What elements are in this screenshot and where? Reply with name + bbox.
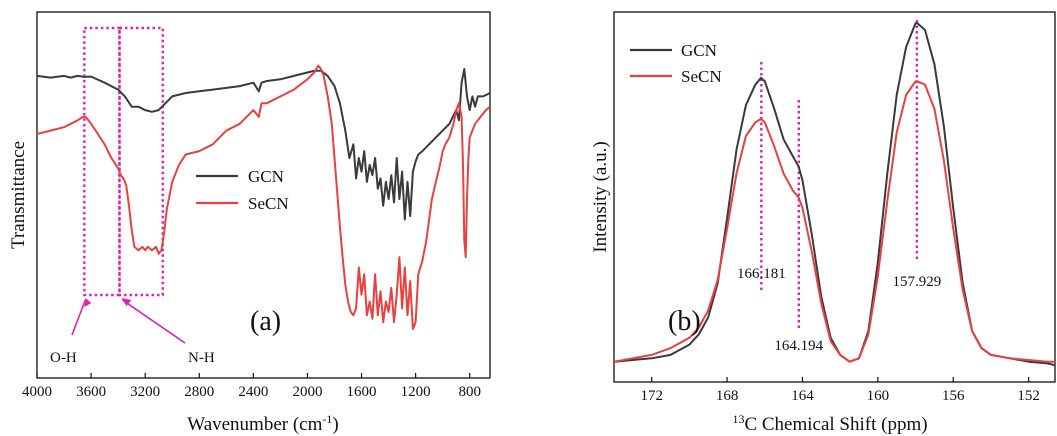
legend-label-gcn-a: GCN — [248, 167, 284, 186]
panel-a-label: (a) — [250, 306, 281, 337]
panel-b-x-tick-label: 156 — [942, 388, 965, 404]
panel-a-x-ticks: 4000 3600 3200 2800 2400 2000 1600 1200 800 — [22, 373, 481, 400]
peak-label: 157.929 — [893, 274, 942, 290]
nh-arrow-head — [121, 298, 132, 306]
legend-label-gcn-b: GCN — [681, 41, 717, 60]
panel-b-frame — [613, 11, 1056, 383]
panel-b-x-ticks: 172 168 164 160 156 152 — [640, 377, 1040, 404]
nh-annotation-label: N-H — [188, 350, 215, 366]
panel-b-peak-markers: 166.181 164.194 157.929 — [737, 20, 941, 354]
oh-annotation-label: O-H — [50, 350, 77, 366]
panel-a-x-tick-label: 1200 — [401, 384, 431, 400]
panel-a-x-axis-label: Wavenumber (cm-1) — [187, 412, 338, 435]
panel-b-x-tick-label: 172 — [640, 388, 663, 404]
panel-a-x-tick-label: 3600 — [76, 384, 106, 400]
panel-a: 4000 3600 3200 2800 2400 2000 1600 1200 800 O-H N… — [8, 11, 491, 435]
peak-label: 166.181 — [737, 266, 786, 282]
panel-a-x-tick-label: 3200 — [130, 384, 160, 400]
panel-a-x-tick-label: 1600 — [347, 384, 377, 400]
panel-b-x-tick-label: 164 — [791, 388, 814, 404]
panel-a-series-gcn — [36, 68, 491, 221]
oh-arrow-head — [84, 298, 92, 307]
panel-b: 172 168 164 160 156 152 166.181 164.194 157.929… — [590, 11, 1056, 435]
panel-a-frame — [36, 11, 491, 379]
panel-a-series-secn — [36, 64, 491, 330]
nh-region-box — [118, 26, 164, 297]
legend-label-secn-b: SeCN — [681, 67, 722, 86]
panel-a-x-tick-label: 2400 — [238, 384, 268, 400]
panel-b-y-axis-label: Intensity (a.u.) — [590, 141, 611, 252]
panel-a-series — [36, 64, 491, 330]
panel-b-x-tick-label: 160 — [867, 388, 890, 404]
panel-b-label: (b) — [668, 306, 701, 337]
panel-a-x-tick-label: 2800 — [184, 384, 214, 400]
peak-label: 164.194 — [774, 338, 823, 354]
panel-b-series — [613, 22, 1056, 367]
panel-a-y-axis-label: Transmittance — [8, 141, 29, 249]
x-label-rest: C Chemical Shift (ppm) — [744, 414, 927, 435]
panel-b-legend: GCN SeCN — [630, 41, 722, 86]
panel-b-x-axis-label: 13C Chemical Shift (ppm) — [732, 412, 927, 435]
nh-arrow — [122, 299, 186, 344]
x-label-superscript: 13 — [732, 412, 744, 426]
panel-a-x-tick-label: 2000 — [292, 384, 322, 400]
panel-a-x-tick-label: 4000 — [22, 384, 52, 400]
panel-b-x-tick-label: 168 — [716, 388, 739, 404]
panel-a-annotations: O-H N-H — [50, 26, 215, 366]
panel-a-legend: GCN SeCN — [196, 167, 289, 213]
panel-b-x-tick-label: 152 — [1017, 388, 1040, 404]
oh-arrow — [71, 299, 87, 336]
legend-label-secn-a: SeCN — [248, 194, 289, 213]
oh-region-box — [83, 26, 121, 297]
panel-b-series-secn — [613, 80, 1055, 363]
panel-a-x-tick-label: 800 — [458, 384, 481, 400]
